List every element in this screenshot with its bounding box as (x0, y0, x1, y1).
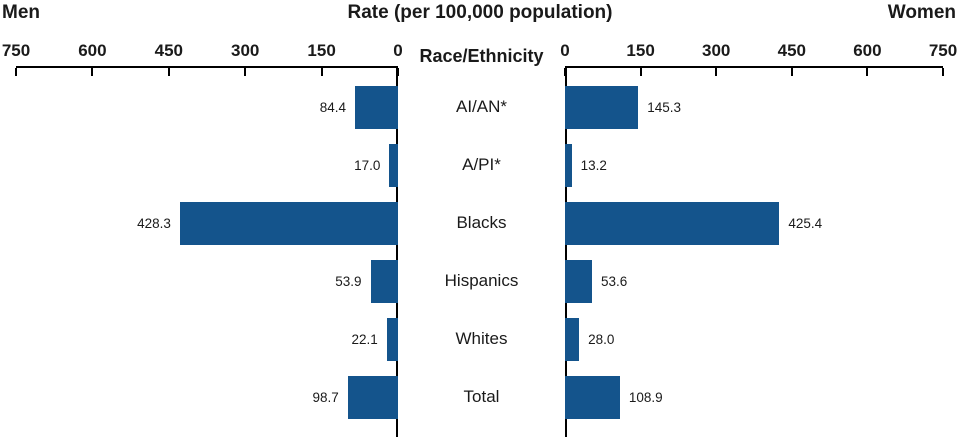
category-labels: AI/AN* A/PI* Blacks Hispanics Whites Total (398, 78, 565, 426)
category-label-ai-an: AI/AN* (455, 97, 508, 116)
left-axis-tick-label-750: 750 (1, 41, 31, 60)
left-axis-tick-label-150: 150 (307, 41, 336, 60)
right-axis-tick-label-600: 600 (853, 41, 882, 60)
left-axis-tick-750 (15, 68, 17, 76)
left-axis-tick-600 (91, 68, 94, 76)
category-label-blacks: Blacks (456, 213, 507, 232)
right-axis-tick-label-150: 150 (626, 41, 655, 60)
right-axis-tick-label-750: 750 (928, 41, 958, 60)
bar-women-whites (565, 317, 580, 361)
men-header-label: Men (2, 2, 40, 23)
value-label-men-a-pi: 17.0 (354, 157, 381, 173)
bar-men-ai-an (355, 85, 398, 129)
bar-women-a-pi (565, 143, 572, 187)
left-axis-tick-label-300: 300 (231, 41, 260, 60)
bar-men-a-pi (389, 143, 398, 187)
left-axis-tick-label-450: 450 (154, 41, 183, 60)
left-axis-tick-450 (167, 68, 170, 76)
race-ethnicity-axis-label: Race/Ethnicity (419, 46, 544, 66)
left-axis-tick-0 (397, 68, 399, 76)
men-bar-row: 53.9 (16, 252, 398, 310)
value-label-men-whites: 22.1 (351, 331, 378, 347)
men-bar-row: 428.3 (16, 194, 398, 252)
left-axis-tick-label-600: 600 (78, 41, 107, 60)
value-label-women-blacks: 425.4 (788, 215, 823, 231)
value-label-men-total: 98.7 (312, 389, 339, 405)
left-axis-tick-150 (320, 68, 323, 76)
category-label-a-pi: A/PI* (462, 155, 501, 174)
bar-men-whites (386, 317, 398, 361)
chart-title: Rate (per 100,000 population) (347, 2, 613, 23)
value-label-women-ai-an: 145.3 (647, 99, 682, 115)
bar-women-ai-an (565, 85, 639, 129)
women-bar-row: 28.0 (565, 310, 943, 368)
bar-men-blacks (179, 201, 398, 245)
men-bars-area: 84.4 17.0 428.3 53.9 22.1 98.7 (16, 78, 398, 426)
left-axis-tick-label-0: 0 (393, 41, 403, 60)
right-axis-tick-450 (790, 68, 793, 76)
women-bar-row: 13.2 (565, 136, 943, 194)
right-axis-tick-label-300: 300 (702, 41, 731, 60)
women-zero-baseline (565, 66, 567, 437)
category-label-whites: Whites (455, 329, 508, 348)
value-label-men-ai-an: 84.4 (319, 99, 347, 115)
value-label-men-hispanics: 53.9 (335, 273, 362, 289)
men-bar-row: 84.4 (16, 78, 398, 136)
women-header-label: Women (887, 2, 956, 23)
men-bar-row: 22.1 (16, 310, 398, 368)
right-axis-tick-750 (942, 68, 944, 76)
right-axis-tick-label-0: 0 (560, 41, 570, 60)
value-label-women-whites: 28.0 (588, 331, 615, 347)
category-label-total: Total (463, 387, 500, 406)
women-axis: 0 150 300 450 600 750 (560, 41, 957, 76)
women-bar-row: 53.6 (565, 252, 943, 310)
value-label-men-blacks: 428.3 (137, 215, 171, 231)
men-zero-baseline (396, 66, 398, 437)
value-label-women-total: 108.9 (628, 389, 663, 405)
women-bar-row: 425.4 (565, 194, 943, 252)
left-axis-tick-300 (244, 68, 247, 76)
right-axis-tick-150 (639, 68, 642, 76)
women-bar-row: 108.9 (565, 368, 943, 426)
right-axis-tick-300 (715, 68, 718, 76)
women-bar-row: 145.3 (565, 78, 943, 136)
value-label-women-a-pi: 13.2 (580, 157, 607, 173)
women-bars-area: 145.3 13.2 425.4 53.6 28.0 108.9 (565, 78, 943, 426)
bar-women-hispanics (565, 259, 592, 303)
value-label-women-hispanics: 53.6 (601, 273, 628, 289)
category-label-hispanics: Hispanics (444, 271, 519, 290)
right-axis-tick-label-450: 450 (777, 41, 806, 60)
men-bar-row: 98.7 (16, 368, 398, 426)
bar-men-hispanics (370, 259, 398, 303)
bar-women-blacks (565, 201, 780, 245)
men-axis: 0 150 300 450 600 750 (2, 41, 403, 76)
bar-women-total (565, 375, 620, 419)
men-bar-row: 17.0 (16, 136, 398, 194)
bar-men-total (347, 375, 398, 419)
right-axis-tick-600 (866, 68, 869, 76)
